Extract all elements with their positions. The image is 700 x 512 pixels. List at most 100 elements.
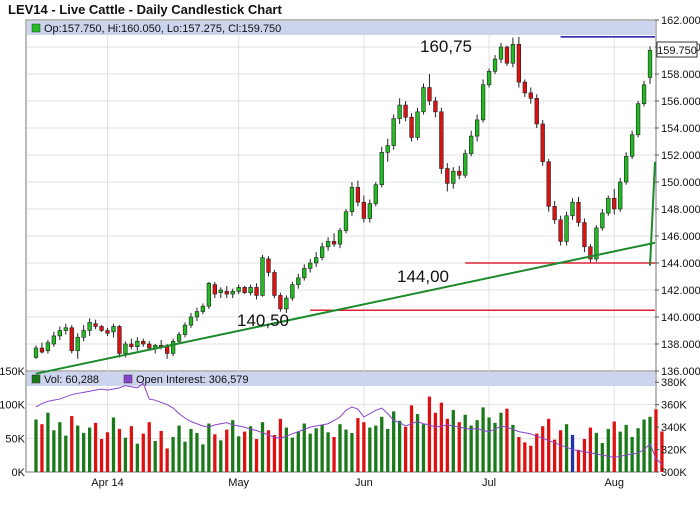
candle-body (230, 291, 235, 295)
volume-bar (231, 420, 235, 472)
volume-bar (505, 408, 509, 472)
volume-bar (213, 434, 217, 472)
candle-body (403, 104, 408, 118)
candle-body (433, 100, 438, 113)
price-tick-label: 152.000 (661, 150, 700, 162)
chart-title: LEV14 - Live Cattle - Daily Candlestick … (8, 2, 282, 17)
candle-body (236, 286, 241, 292)
price-tick-label: 140.000 (661, 312, 700, 324)
candle-body (570, 201, 575, 217)
volume-bar (654, 409, 658, 472)
candle-body (242, 286, 247, 293)
volume-bar (70, 416, 74, 472)
volume-bar (541, 426, 545, 472)
candle-body (612, 197, 617, 210)
candle-body (576, 201, 581, 223)
candle-body (337, 230, 343, 245)
candle-body (123, 343, 128, 354)
volume-bar (290, 437, 294, 472)
volume-bar (409, 405, 414, 472)
price-tick-label: 154.000 (661, 123, 700, 135)
volume-bar (552, 439, 557, 472)
candle-body (564, 215, 569, 242)
volume-bar (272, 434, 277, 472)
candle-body (93, 323, 98, 327)
volume-bar (141, 433, 145, 472)
oi-tick-label: 340K (661, 422, 687, 434)
trend-and-level-lines (35, 36, 656, 375)
candle-body (516, 43, 522, 83)
oi-tick-label: 320K (661, 445, 687, 457)
candle-body (349, 187, 355, 212)
volume-bar (93, 422, 98, 472)
candle-body (534, 98, 539, 125)
candle-body (361, 201, 367, 219)
candle-body (647, 50, 653, 78)
price-candles (33, 36, 653, 359)
date-tick-label: Aug (604, 477, 624, 489)
price-tick-label: 156.000 (661, 96, 700, 108)
candle-body (81, 330, 86, 338)
candle-body (325, 241, 331, 248)
open-interest-legend: Open Interest: 306,579 (136, 374, 249, 386)
candle-body (302, 268, 307, 279)
volume-bar (147, 422, 151, 472)
candle-body (355, 187, 361, 203)
candle-body (170, 340, 176, 354)
volume-bar (624, 424, 628, 472)
date-tick-label: Jun (355, 477, 373, 489)
open-interest-axis-ticks: 300K 320K 340K 360K 380K (655, 377, 687, 479)
volume-tick-label: 0K (12, 467, 26, 479)
candle-body (194, 311, 200, 318)
volume-bar (493, 422, 497, 472)
candle-body (582, 222, 587, 248)
candle-body (278, 295, 283, 310)
ohlc-legend-swatch (31, 23, 41, 33)
candle-body (463, 153, 468, 176)
volume-bar (451, 410, 455, 472)
candle-body (164, 346, 170, 354)
volume-bar (123, 437, 128, 472)
volume-bar (153, 441, 157, 472)
volume-legend: Vol: 60,288 (44, 374, 99, 386)
candle-body (33, 347, 39, 358)
candle-body (147, 343, 152, 349)
volume-bar (177, 425, 181, 472)
price-tick-label: 150.000 (661, 177, 700, 189)
volume-bar (117, 428, 122, 472)
volume-bar (457, 422, 461, 472)
volume-bar (362, 422, 366, 472)
price-panel-header (27, 21, 655, 35)
candle-body (117, 326, 122, 354)
volume-bar (469, 425, 473, 472)
oi-tick-label: 380K (661, 377, 687, 389)
volume-bar (594, 432, 599, 472)
candle-body (135, 340, 140, 347)
volume-bar (64, 435, 68, 472)
volume-bar (660, 431, 664, 472)
candle-body (57, 330, 62, 337)
volume-bar (463, 414, 467, 472)
candle-body (439, 111, 444, 169)
open-interest-line (35, 382, 663, 465)
volume-bar (46, 412, 50, 472)
trend-line (649, 161, 656, 266)
volume-bar (600, 443, 604, 472)
volume-panel-header (27, 372, 655, 386)
candle-body (182, 324, 188, 335)
volume-bar (159, 430, 163, 472)
candle-body (618, 181, 623, 210)
volume-bar (99, 439, 104, 472)
candle-body (594, 227, 599, 260)
candle-body (385, 145, 390, 153)
candle-body (129, 343, 134, 347)
candle-body (373, 184, 378, 204)
price-tick-label: 138.000 (661, 339, 700, 351)
volume-bar (284, 427, 289, 472)
candle-body (296, 277, 301, 285)
volume-bar (529, 445, 533, 472)
candle-body (552, 206, 557, 221)
volume-bar (481, 407, 485, 472)
candle-body (451, 170, 456, 184)
